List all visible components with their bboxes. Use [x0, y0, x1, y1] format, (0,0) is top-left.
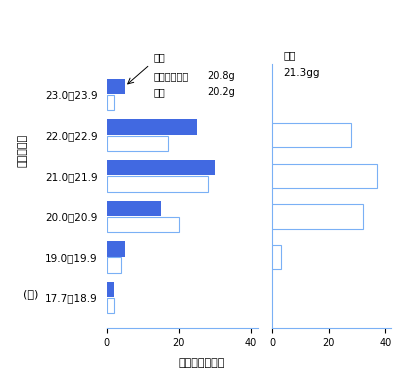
Text: スミショート: スミショート	[154, 71, 189, 81]
Bar	[272, 245, 280, 269]
Text: (ｇ): (ｇ)	[23, 289, 38, 299]
Bar	[107, 217, 179, 232]
Bar	[107, 241, 125, 256]
Text: 20.2g: 20.2g	[208, 87, 235, 97]
Text: 慣行: 慣行	[154, 87, 165, 97]
Bar	[272, 164, 377, 188]
Text: 玄米千粒重: 玄米千粒重	[17, 134, 27, 167]
Bar	[272, 204, 363, 228]
Bar	[107, 298, 114, 313]
Bar	[107, 282, 114, 297]
Bar	[107, 119, 197, 135]
Text: 20.8g: 20.8g	[208, 71, 235, 81]
Bar	[107, 160, 215, 175]
Bar	[107, 201, 161, 216]
Bar	[107, 257, 121, 273]
Text: 21.3gg: 21.3gg	[283, 68, 320, 78]
Bar	[107, 95, 114, 110]
Text: 平均: 平均	[283, 50, 296, 60]
Bar	[107, 79, 125, 94]
Bar	[107, 136, 168, 151]
Bar	[272, 123, 351, 147]
Text: 該当割合（％）: 該当割合（％）	[178, 357, 225, 368]
Text: 平均: 平均	[154, 52, 165, 63]
Bar	[107, 176, 208, 192]
